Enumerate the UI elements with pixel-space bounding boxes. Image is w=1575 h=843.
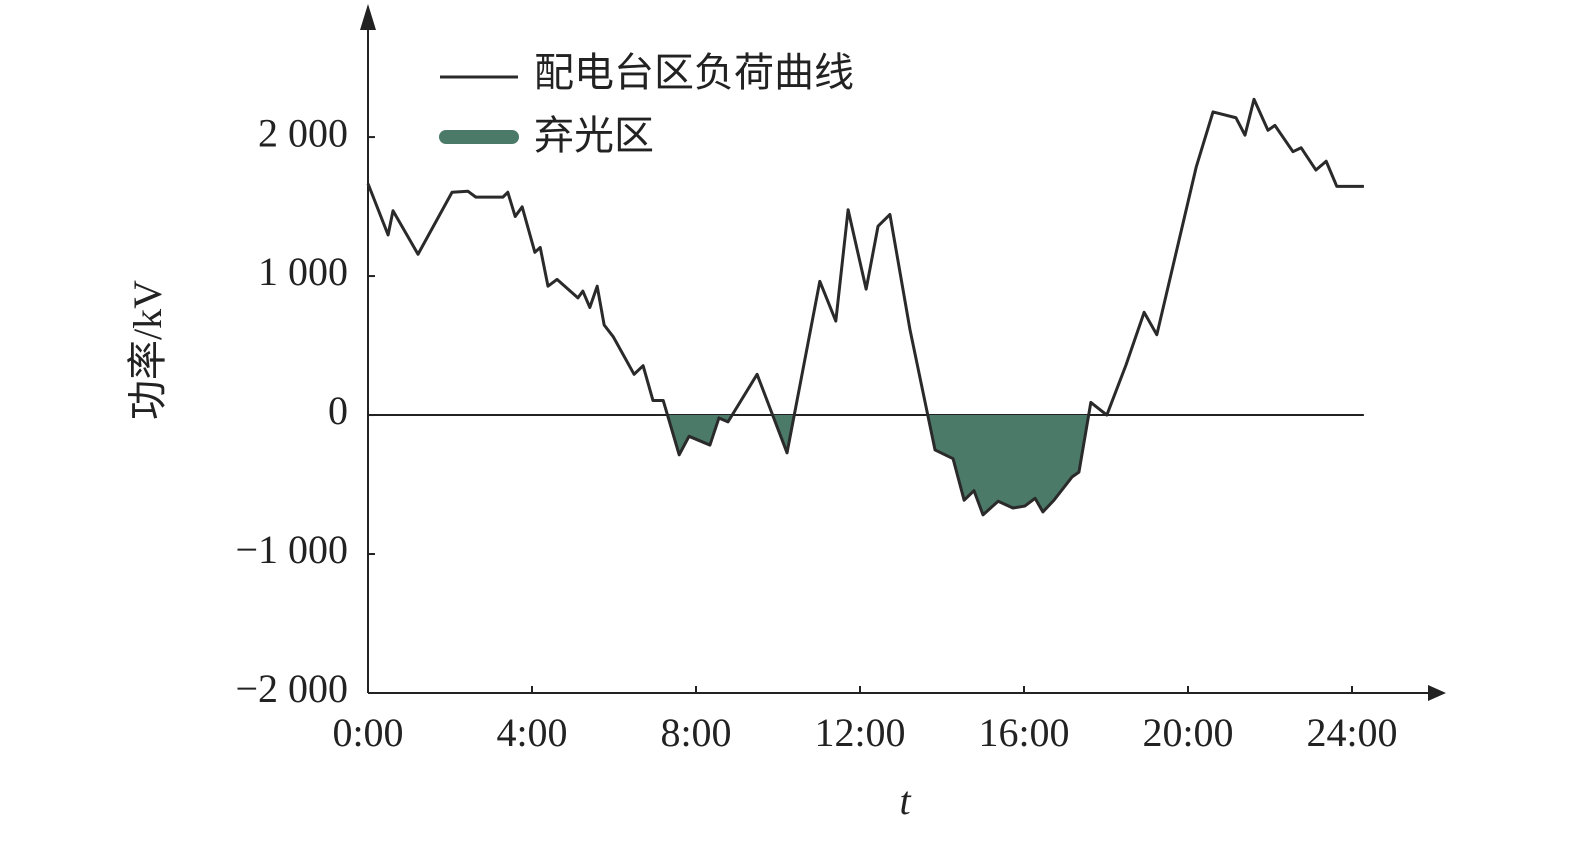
legend-label: 配电台区负荷曲线 xyxy=(534,50,854,95)
x-tick-label: 20:00 xyxy=(1142,710,1233,755)
x-tick-label: 24:00 xyxy=(1306,710,1397,755)
y-tick-label: 2 000 xyxy=(258,110,348,155)
x-axis-arrow xyxy=(1428,685,1446,701)
x-tick-label: 0:00 xyxy=(332,710,403,755)
y-tick-label: −1 000 xyxy=(235,527,348,572)
x-tick-label: 12:00 xyxy=(814,710,905,755)
x-tick-label: 16:00 xyxy=(978,710,1069,755)
y-axis-arrow xyxy=(360,4,376,30)
y-tick-label: −2 000 xyxy=(235,666,348,711)
y-axis-label: 功率/kV xyxy=(125,280,170,420)
load-line xyxy=(366,97,1364,517)
legend-label: 弃光区 xyxy=(534,113,654,158)
y-tick-label: 1 000 xyxy=(258,249,348,294)
x-tick-label: 4:00 xyxy=(496,710,567,755)
x-axis-label: t xyxy=(899,778,911,823)
x-tick-label: 8:00 xyxy=(660,710,731,755)
curtailment-area xyxy=(368,415,1364,515)
y-tick-label: 0 xyxy=(328,388,348,433)
